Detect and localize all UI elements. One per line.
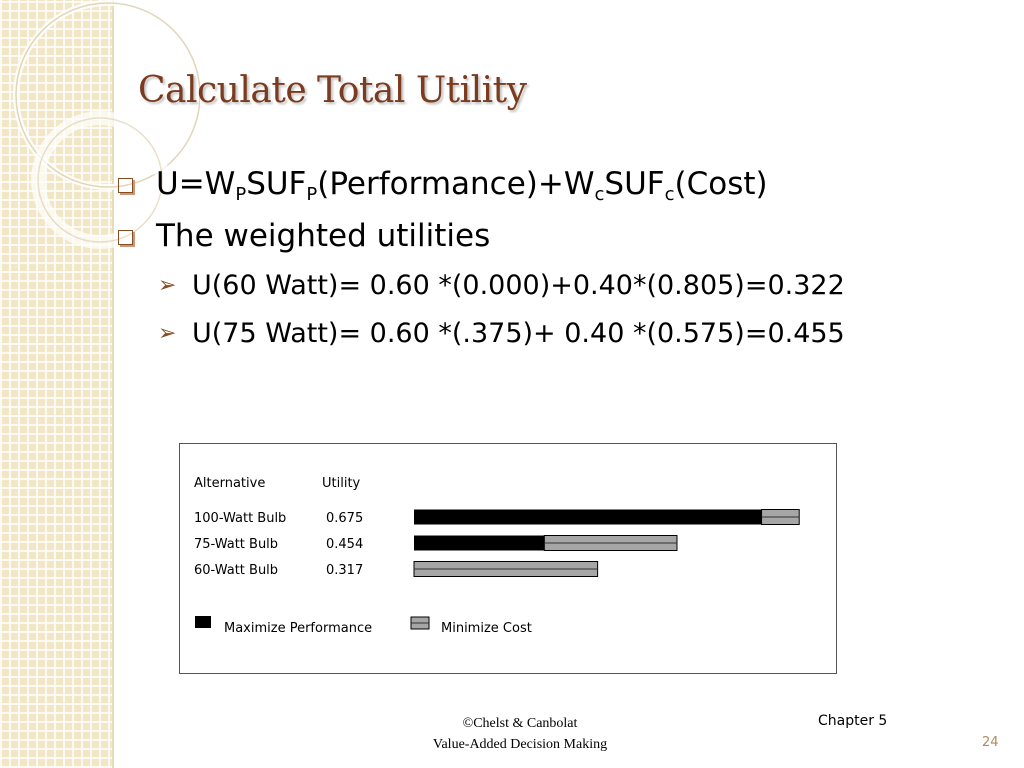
footer-chapter: Chapter 5 — [818, 713, 888, 729]
footer-copyright: ©Chelst & Canbolat — [462, 716, 578, 731]
formula-text: U=WPSUFP(Performance)+WcSUFc(Cost) — [156, 166, 768, 205]
header-alternative: Alternative — [194, 476, 265, 491]
decorative-rings — [13, 0, 200, 249]
page-number: 24 — [982, 735, 999, 750]
footer-book-title: Value-Added Decision Making — [432, 737, 608, 752]
category-label: 60-Watt Bulb — [194, 563, 278, 578]
bar-performance — [414, 535, 545, 551]
header-utility: Utility — [322, 476, 361, 491]
sub-bullet-75-watt: ➢ U(75 Watt)= 0.60 *(.375)+ 0.40 *(0.575… — [158, 318, 845, 349]
utility-value-label: 0.454 — [326, 537, 363, 552]
square-bullet-icon — [118, 230, 133, 245]
sub-bullet-60-watt: ➢ U(60 Watt)= 0.60 *(0.000)+0.40*(0.805)… — [158, 270, 845, 301]
utility-value-label: 0.317 — [326, 563, 363, 578]
arrow-bullet-icon: ➢ — [158, 273, 177, 298]
utility-chart: Alternative Utility 100-Watt Bulb 0.675 75-W… — [179, 443, 837, 674]
legend-swatch-performance — [195, 616, 211, 628]
legend-label-performance: Maximize Performance — [224, 621, 372, 636]
bullet-formula: U=WPSUFP(Performance)+WcSUFc(Cost) — [118, 166, 998, 218]
utility-value-label: 0.675 — [326, 511, 363, 526]
legend-label-cost: Minimize Cost — [441, 621, 532, 636]
bullet-list: U=WPSUFP(Performance)+WcSUFc(Cost) The w… — [118, 166, 998, 366]
category-label: 75-Watt Bulb — [194, 537, 278, 552]
arrow-bullet-icon: ➢ — [158, 321, 177, 346]
category-label: 100-Watt Bulb — [194, 511, 286, 526]
slide-title: Calculate Total Utility — [138, 70, 527, 111]
bullet-weighted-utilities: The weighted utilities — [118, 218, 998, 270]
footer-credit: ©Chelst & Canbolat Value-Added Decision … — [400, 713, 640, 755]
bar-performance — [414, 509, 762, 525]
square-bullet-icon — [118, 178, 133, 193]
utility-bar-chart: Alternative Utility 100-Watt Bulb 0.675 75-W… — [194, 476, 800, 636]
